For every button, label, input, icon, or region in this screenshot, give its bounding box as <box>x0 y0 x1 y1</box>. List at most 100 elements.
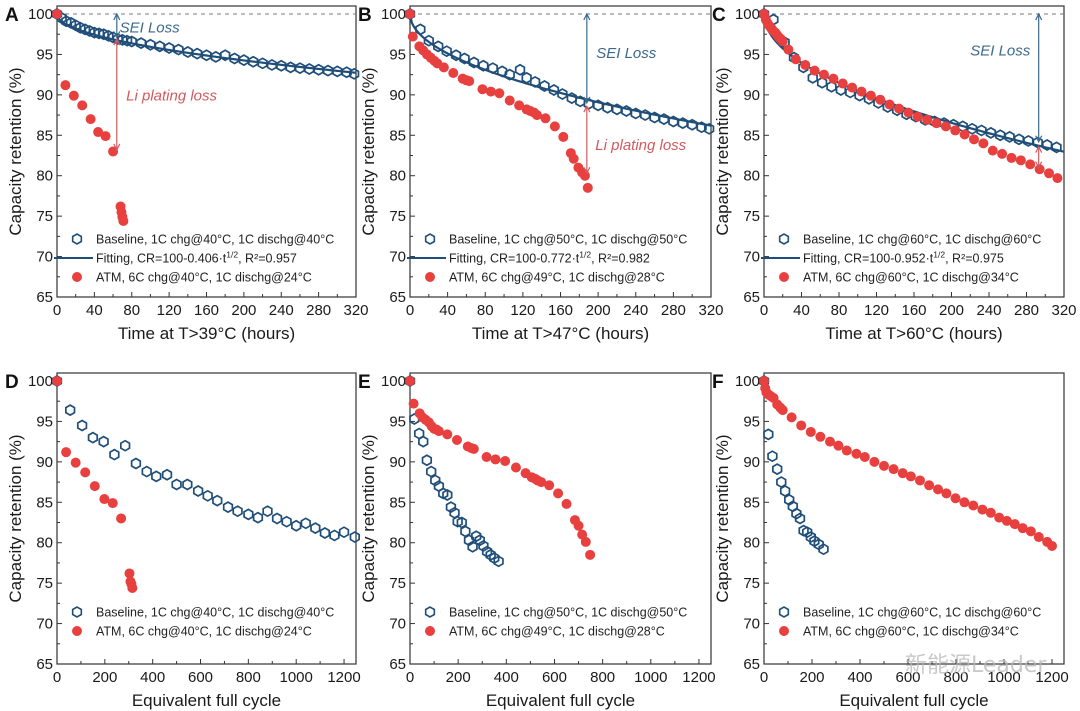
baseline-point <box>348 67 360 80</box>
atm-point <box>582 182 593 193</box>
atm-point <box>977 504 988 515</box>
x-tick-label: 120 <box>864 302 889 319</box>
sei-annotation-label: SEI Loss <box>596 45 657 62</box>
y-axis-title: Capacity retention (%) <box>713 67 732 235</box>
baseline-point <box>126 35 137 48</box>
atm-point <box>1025 159 1036 170</box>
atm-point <box>485 86 496 97</box>
y-tick-label: 100 <box>28 6 53 23</box>
atm-point <box>786 412 797 423</box>
x-tick-label: 800 <box>943 669 968 686</box>
atm-point <box>481 452 492 463</box>
atm-point <box>950 493 961 504</box>
x-tick-label: 160 <box>194 302 219 319</box>
atm-point <box>70 457 81 468</box>
atm-point <box>879 460 889 471</box>
baseline-point <box>415 23 426 36</box>
atm-point <box>107 498 118 509</box>
y-tick-label: 70 <box>36 616 53 633</box>
baseline-point <box>294 62 306 75</box>
atm-point <box>1044 168 1054 179</box>
baseline-point <box>459 52 470 65</box>
atm-point <box>777 36 788 47</box>
atm-point <box>580 536 591 547</box>
legend-atm-marker <box>779 272 789 282</box>
y-tick-label: 70 <box>36 249 53 266</box>
panel-letter: D <box>5 372 19 393</box>
baseline-point <box>76 419 88 432</box>
baseline-point <box>220 49 231 62</box>
atm-point <box>500 456 511 467</box>
baseline-point <box>300 517 311 530</box>
atm-point <box>805 426 816 437</box>
panel-letter: E <box>358 372 371 393</box>
atm-point <box>93 127 104 138</box>
baseline-point <box>557 88 568 101</box>
baseline-point <box>433 40 444 53</box>
x-axis-title: Equivalent full cycle <box>132 691 281 710</box>
y-axis-title: Capacity retention (%) <box>6 434 25 602</box>
y-tick-label: 65 <box>36 656 53 673</box>
x-axis-title: Equivalent full cycle <box>839 691 988 710</box>
baseline-point <box>232 505 243 518</box>
atm-point <box>828 73 839 84</box>
baseline-point <box>291 519 302 532</box>
baseline-point <box>1013 133 1025 146</box>
baseline-point <box>1041 139 1053 151</box>
atm-point <box>903 107 914 118</box>
baseline-point <box>818 543 829 556</box>
atm-point <box>941 488 952 499</box>
baseline-point <box>1023 134 1034 147</box>
atm-point <box>968 500 979 511</box>
y-tick-label: 95 <box>389 46 406 63</box>
x-tick-label: 200 <box>939 302 964 319</box>
y-tick-label: 90 <box>36 454 53 471</box>
baseline-point <box>182 46 193 58</box>
plot-frame <box>409 372 712 665</box>
y-tick-label: 85 <box>36 127 53 144</box>
legend-atm-label: ATM, 6C chg@40°C, 1C dischg@24°C <box>96 625 312 639</box>
legend-atm-marker <box>72 272 82 282</box>
x-tick-label: 200 <box>92 669 117 686</box>
baseline-point <box>776 476 787 489</box>
baseline-point <box>304 62 315 75</box>
baseline-point <box>441 45 452 58</box>
atm-point <box>819 69 829 80</box>
legend-baseline-marker <box>424 606 436 618</box>
atm-point <box>790 54 801 65</box>
y-tick-label: 95 <box>743 46 760 63</box>
legend-baseline-marker <box>71 606 83 618</box>
baseline-point <box>121 34 133 47</box>
x-tick-label: 120 <box>510 302 535 319</box>
li-annotation-label: Li plating loss <box>595 137 686 154</box>
atm-point <box>833 440 844 451</box>
atm-point <box>897 468 908 479</box>
baseline-point <box>504 68 515 81</box>
baseline-point <box>966 122 978 135</box>
x-tick-label: 800 <box>590 669 615 686</box>
atm-point <box>922 114 933 125</box>
baseline-point <box>145 38 156 51</box>
atm-point <box>894 103 904 114</box>
baseline-point <box>329 529 340 542</box>
x-tick-label: 600 <box>895 669 920 686</box>
atm-point <box>856 86 867 97</box>
x-tick-label: 1000 <box>634 669 667 686</box>
x-tick-label: 0 <box>760 669 768 686</box>
sei-arrowhead-down <box>583 96 591 105</box>
baseline-point <box>173 43 184 56</box>
legend-baseline-label: Baseline, 1C chg@60°C, 1C dischg@60°C <box>803 233 1041 247</box>
atm-point <box>52 9 62 19</box>
legend-atm-marker <box>425 272 435 282</box>
atm-point <box>1009 519 1020 530</box>
x-axis-title: Equivalent full cycle <box>486 691 635 710</box>
li-arrowhead-down <box>113 143 121 152</box>
y-tick-label: 80 <box>36 168 53 185</box>
atm-point <box>448 68 459 79</box>
baseline-point <box>602 101 613 114</box>
baseline-point <box>202 489 213 502</box>
atm-point <box>405 376 415 386</box>
panel-letter: F <box>712 372 724 393</box>
y-tick-label: 90 <box>389 87 406 104</box>
